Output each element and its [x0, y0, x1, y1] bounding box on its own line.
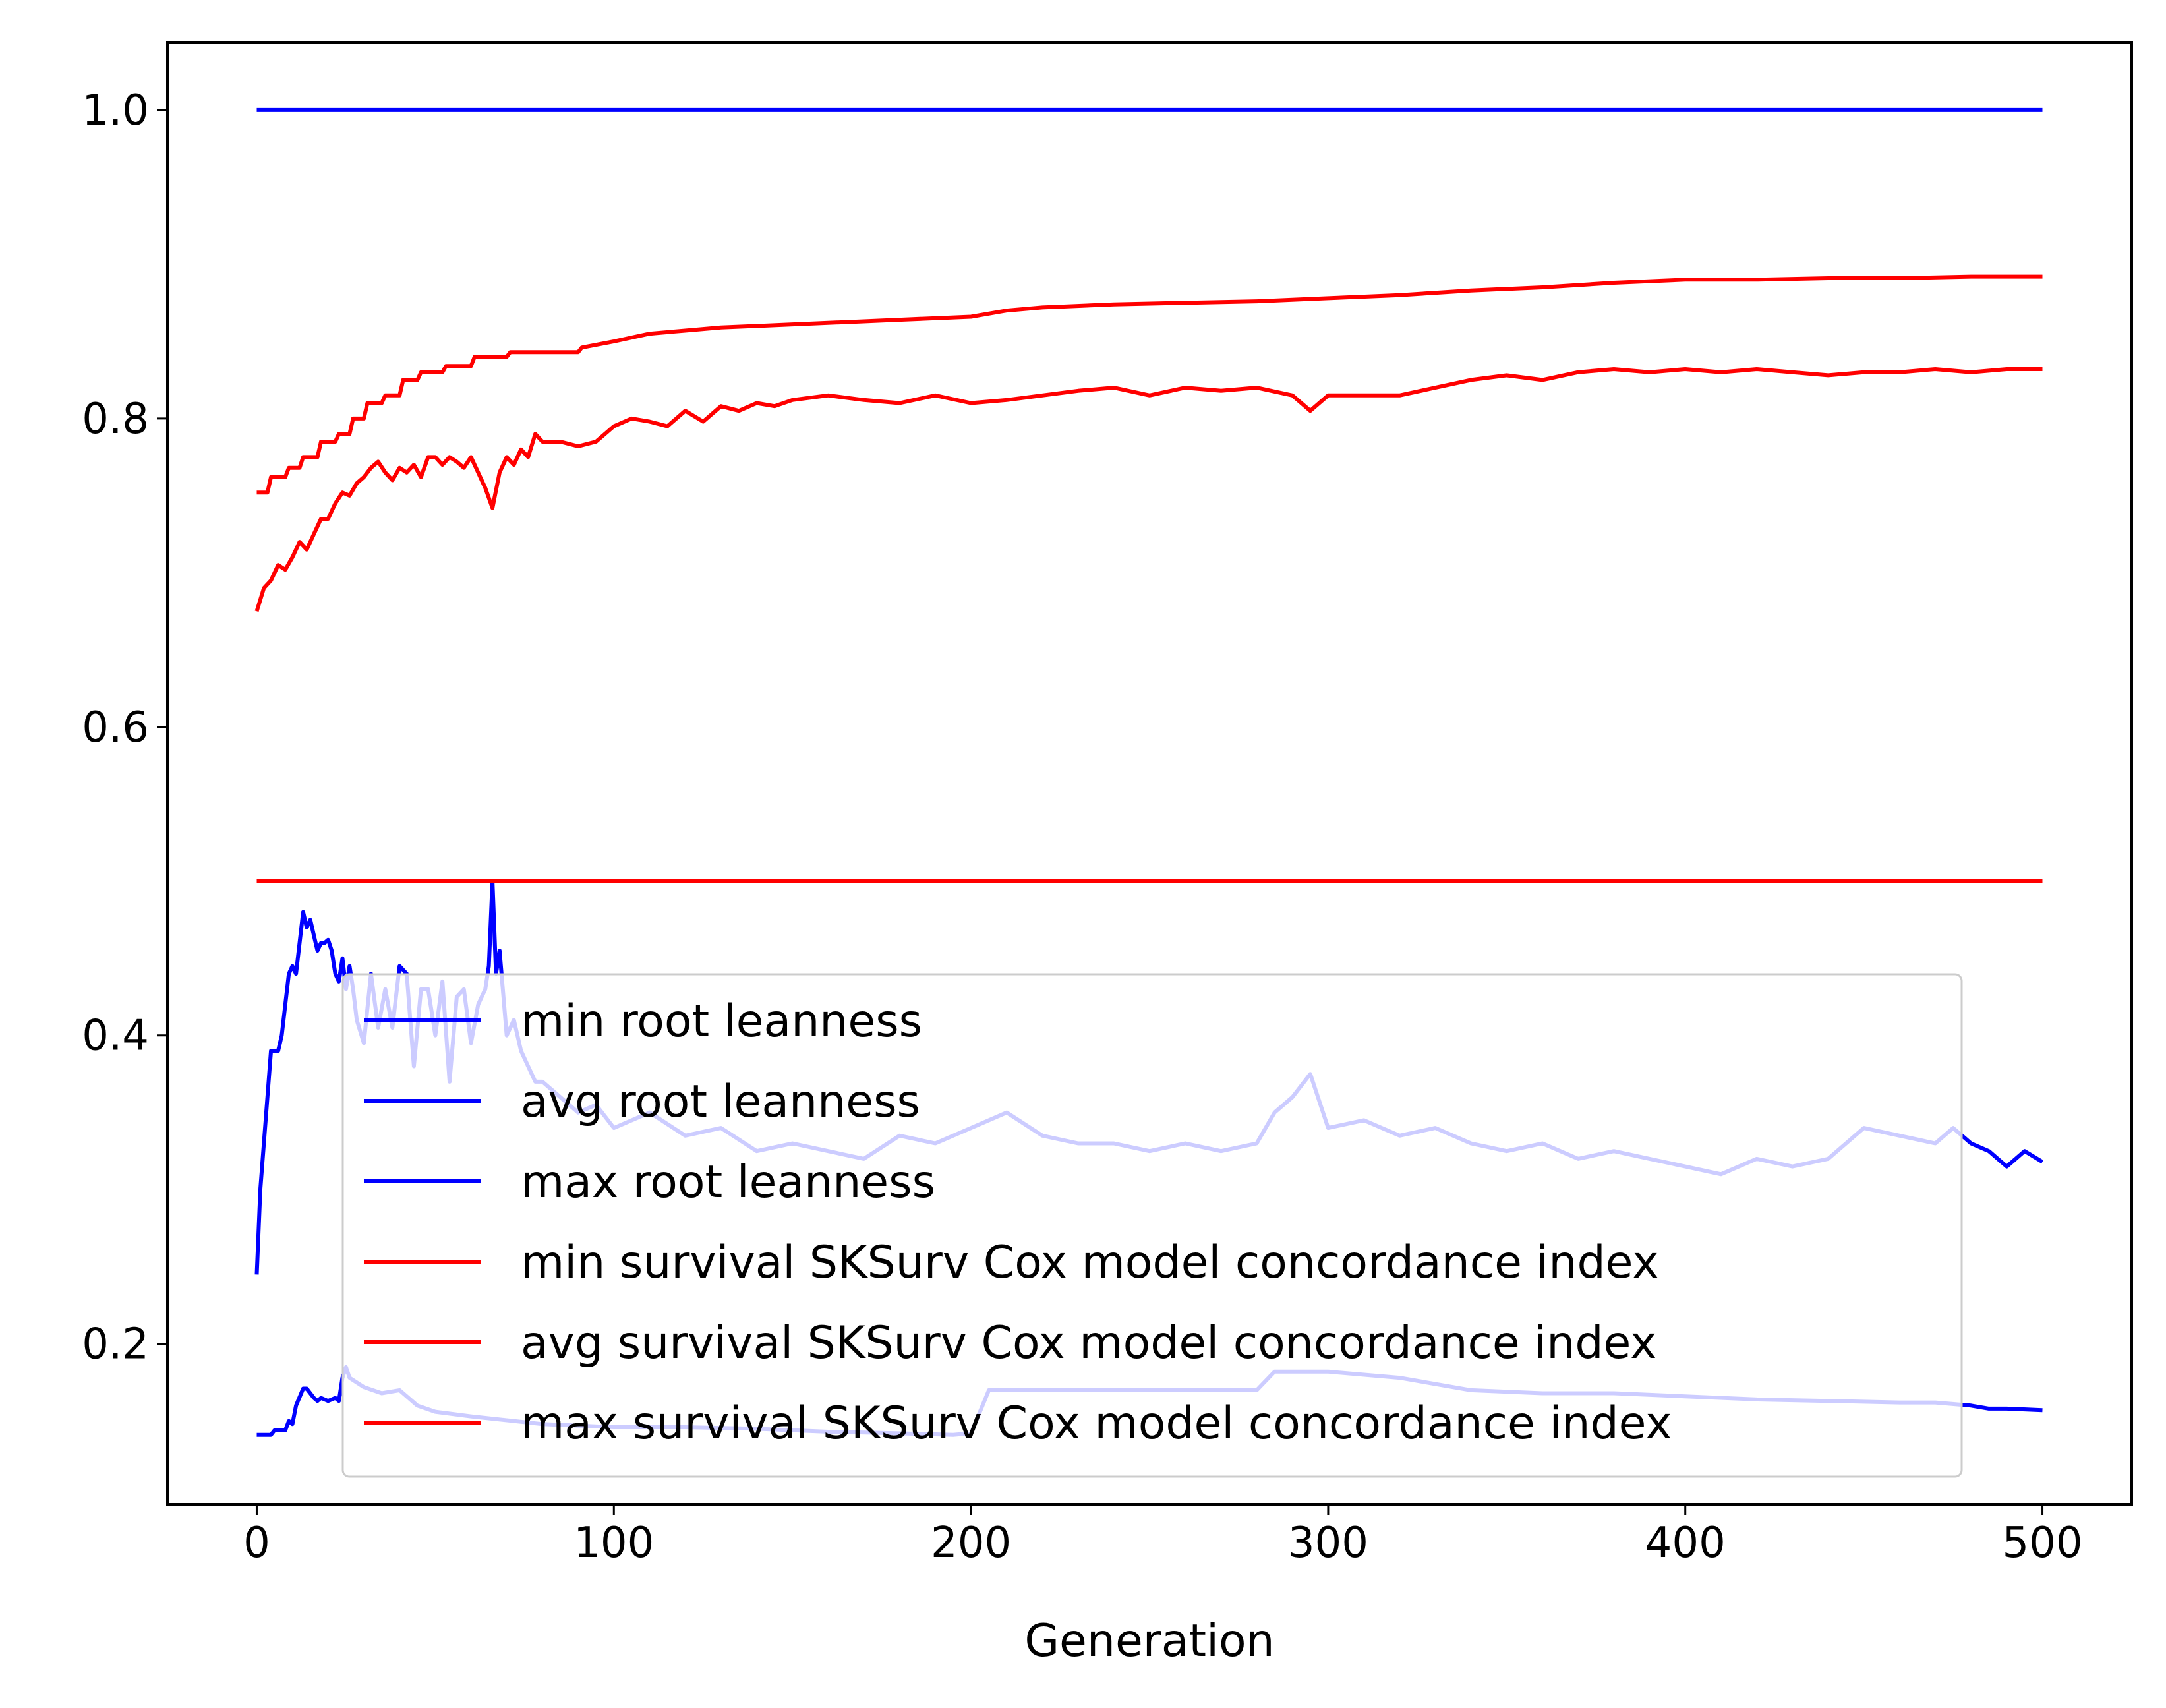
x-axis-ticks: 0 100 200 300 400 500 [243, 1504, 2083, 1568]
legend-label: avg survival SKSurv Cox model concordanc… [521, 1317, 1656, 1369]
legend-label: avg root leanness [521, 1076, 920, 1128]
legend-label: max survival SKSurv Cox model concordanc… [521, 1398, 1672, 1450]
legend: min root leanness avg root leanness max ro… [341, 973, 1963, 1478]
x-tick-label: 400 [1645, 1519, 1726, 1568]
y-tick-label: 0.4 [82, 1012, 149, 1061]
legend-label: min root leanness [521, 995, 922, 1047]
legend-label: min survival SKSurv Cox model concordanc… [521, 1237, 1659, 1289]
legend-label: max root leanness [521, 1156, 935, 1208]
x-tick-label: 100 [573, 1519, 654, 1568]
y-axis-ticks: 0.2 0.4 0.6 0.8 1.0 [82, 86, 167, 1369]
y-tick-label: 1.0 [82, 86, 149, 135]
series-line-6 [256, 274, 2043, 495]
y-tick-label: 0.2 [82, 1320, 149, 1369]
x-tick-label: 200 [931, 1519, 1011, 1568]
x-axis-label: Generation [1024, 1615, 1274, 1667]
y-tick-label: 0.8 [82, 395, 149, 444]
plot-frame [166, 41, 2133, 1506]
series-line-5 [254, 367, 2043, 612]
x-tick-label: 500 [2002, 1519, 2082, 1568]
y-tick-label: 0.6 [82, 703, 149, 752]
x-tick-label: 300 [1288, 1519, 1368, 1568]
legend-box [341, 973, 1963, 1478]
x-tick-label: 0 [243, 1519, 270, 1568]
